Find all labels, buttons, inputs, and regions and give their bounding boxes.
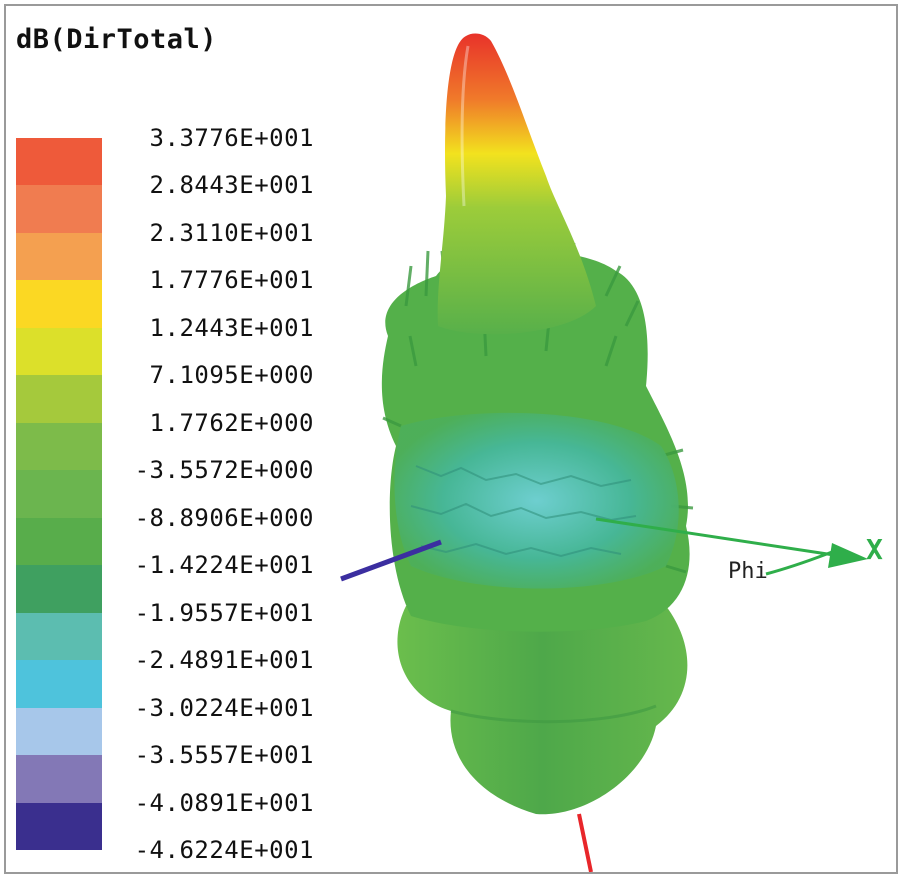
legend-swatch-11 [16,660,102,709]
plot-title: dB(DirTotal) [16,24,218,55]
phi-label: Phi [728,559,768,584]
legend-swatch-1 [16,185,102,234]
legend-swatch-2 [16,232,102,281]
legend-tick-label: -3.5572E+000 [134,456,314,485]
legend-tick-label: -3.0224E+001 [134,693,314,722]
legend-tick-label: 2.8443E+001 [149,171,314,200]
legend-tick-label: 1.2443E+001 [149,313,314,342]
legend-swatch-4 [16,327,102,376]
legend-swatch-8 [16,517,102,566]
y-axis-line [340,539,442,582]
legend-swatch-0 [16,138,102,186]
phi-arc [765,550,833,576]
legend-swatch-5 [16,375,102,424]
legend-tick-label: 2.3110E+001 [149,218,314,247]
lower-lobe [397,591,688,815]
x-axis-label: X [866,533,883,566]
legend-tick-label: -3.5557E+001 [134,741,314,770]
legend-tick-label: -1.4224E+001 [134,551,314,580]
x-axis-line [595,517,835,557]
main-lobe [437,33,596,335]
3d-pattern-view[interactable] [306,6,896,872]
legend-tick-label: -2.4891E+001 [134,646,314,675]
lower-lobe-ring [450,704,657,724]
legend-tick-label: -4.0891E+001 [134,788,314,817]
legend-swatch-14 [16,802,102,851]
legend-tick-label: -8.8906E+000 [134,503,314,532]
null-band [394,412,679,589]
legend-tick-label: 7.1095E+000 [149,361,314,390]
legend-tick-label: 3.3776E+001 [149,124,314,152]
legend-swatch-9 [16,565,102,614]
legend-tick-label: -1.9557E+001 [134,598,314,627]
legend-tick-label: 1.7776E+001 [149,266,314,295]
x-axis-arrowhead [828,543,868,568]
color-scale-legend [16,138,102,851]
null-band-texture [410,465,637,558]
z-axis-line [577,813,593,872]
legend-swatch-10 [16,612,102,661]
legend-swatch-3 [16,280,102,329]
legend-swatch-12 [16,707,102,756]
legend-tick-label: -4.6224E+001 [134,836,314,864]
legend-swatch-6 [16,422,102,471]
legend-swatch-7 [16,470,102,519]
main-lobe-highlight [460,45,470,207]
legend-swatch-13 [16,755,102,804]
legend-tick-label: 1.7762E+000 [149,408,314,437]
radiation-pattern-figure: dB(DirTotal) 3.3776E+001 2.8443E+001 2.311… [4,4,898,874]
